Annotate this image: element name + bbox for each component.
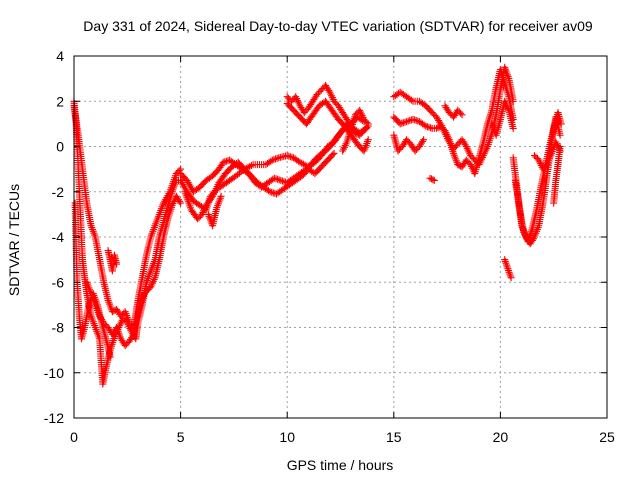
data-point-markers	[488, 97, 517, 139]
y-tick-label: 0	[56, 139, 64, 155]
x-tick-label: 20	[493, 429, 509, 445]
data-point-markers	[104, 247, 121, 275]
data-point-markers	[426, 174, 438, 184]
data-point-markers	[550, 143, 564, 207]
y-tick-label: -6	[52, 274, 65, 290]
y-tick-label: -4	[52, 229, 65, 245]
series-sdtvar	[70, 63, 565, 388]
y-tick-label: -12	[44, 410, 64, 426]
data-track	[83, 192, 185, 350]
data-point-markers	[181, 149, 338, 223]
data-point-markers	[83, 192, 185, 350]
data-point-markers	[177, 113, 368, 196]
data-track	[177, 113, 368, 196]
data-point-markers	[204, 192, 225, 230]
data-track	[390, 131, 428, 155]
data-point-markers	[339, 106, 372, 155]
data-point-markers	[390, 66, 517, 178]
y-tick-label: 4	[56, 48, 64, 64]
data-point-markers	[283, 81, 372, 139]
data-track	[283, 97, 372, 155]
x-tick-label: 15	[386, 429, 402, 445]
x-tick-label: 10	[279, 429, 295, 445]
data-track	[441, 102, 466, 121]
axis-ticks	[73, 55, 608, 419]
y-tick-label: -8	[52, 320, 65, 336]
chart-title: Day 331 of 2024, Sidereal Day-to-day VTE…	[83, 18, 593, 34]
y-axis-label: SDTVAR / TECUs	[6, 184, 22, 296]
x-axis-label: GPS time / hours	[287, 457, 394, 473]
data-track	[104, 247, 121, 275]
data-track	[531, 138, 564, 173]
data-point-markers	[283, 97, 372, 155]
data-track	[181, 149, 338, 223]
data-point-markers	[531, 138, 564, 173]
data-track	[204, 192, 225, 230]
data-track	[390, 66, 517, 178]
data-track	[339, 106, 372, 155]
x-tick-label: 0	[70, 429, 78, 445]
y-tick-label: 2	[56, 93, 64, 109]
data-point-markers	[71, 199, 114, 361]
data-track	[550, 143, 564, 207]
data-point-markers	[390, 131, 428, 155]
x-tick-label: 5	[177, 429, 185, 445]
data-track	[501, 256, 515, 282]
y-tick-label: -10	[44, 365, 64, 381]
data-point-markers	[501, 256, 515, 282]
x-tick-label: 25	[599, 429, 615, 445]
data-series	[70, 63, 565, 388]
data-track	[283, 81, 372, 139]
data-track	[488, 97, 517, 139]
data-point-markers	[441, 102, 466, 121]
data-track	[426, 174, 438, 184]
tick-labels: 0 5 10 15 20 25 -12 -10 -8 -6 -4 -2 0 2 4	[44, 48, 615, 445]
y-tick-label: -2	[52, 184, 65, 200]
data-track	[71, 199, 114, 361]
